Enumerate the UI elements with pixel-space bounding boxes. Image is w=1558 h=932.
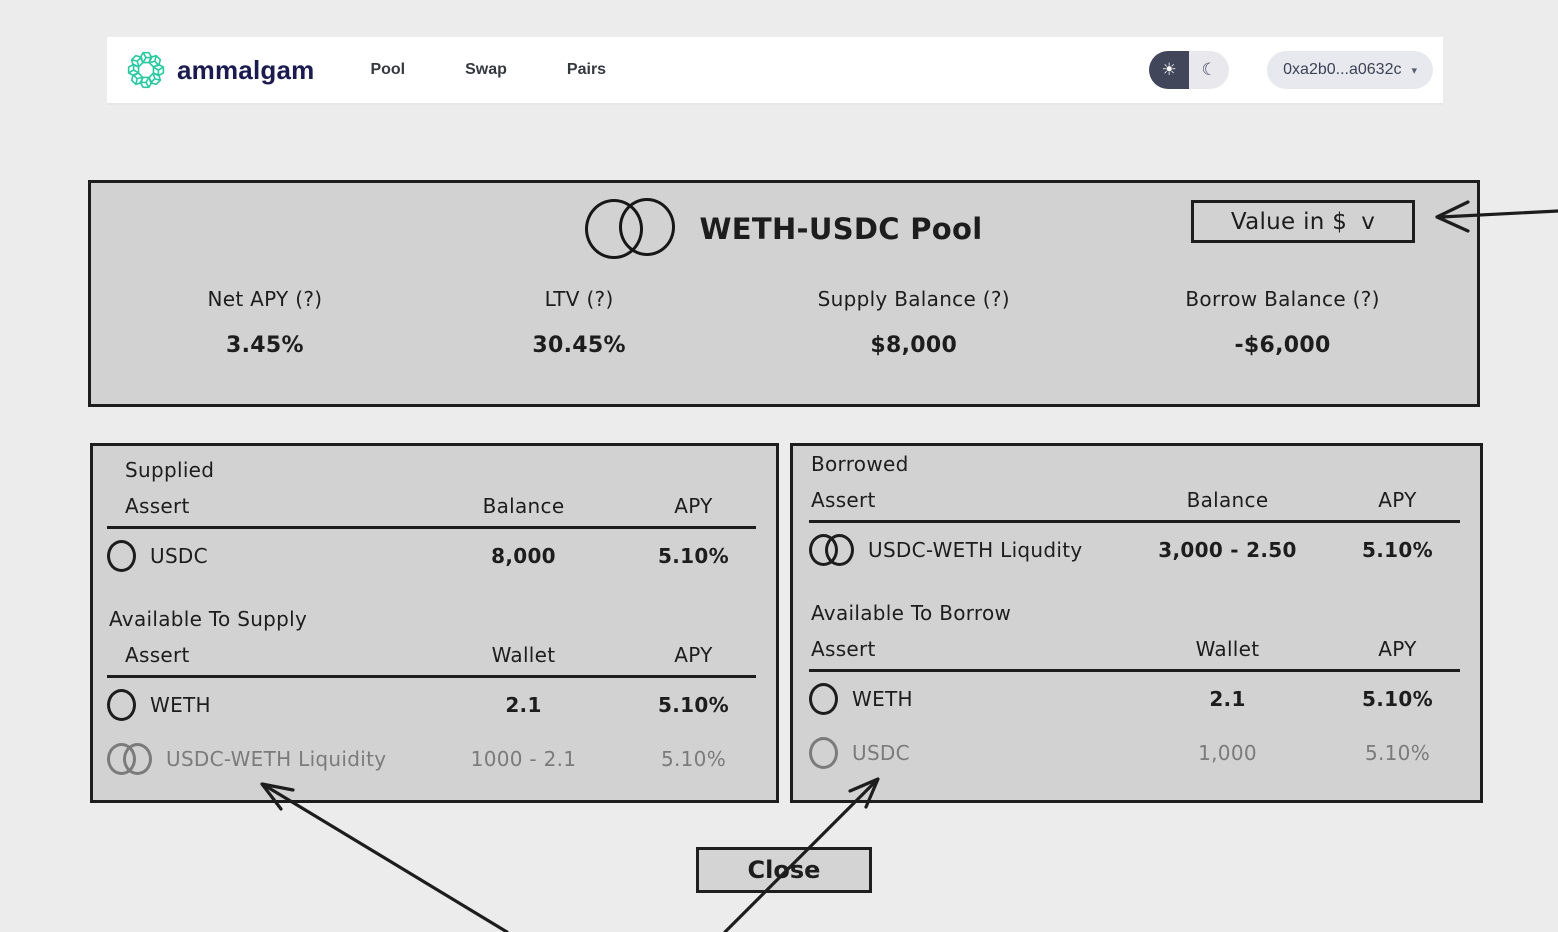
token-circle-icon (809, 683, 838, 715)
column-header-apy: APY (674, 494, 713, 518)
nav-links: Pool Swap Pairs (370, 61, 606, 79)
brand[interactable]: ammalgam (125, 49, 314, 91)
nav-link-pairs[interactable]: Pairs (566, 61, 607, 78)
theme-toggle[interactable]: ☀ ☾ (1149, 51, 1230, 89)
column-header-wallet: Wallet (491, 643, 556, 667)
borrowed-column-headers: Assert Balance APY (809, 488, 1460, 512)
column-header-apy: APY (674, 643, 713, 667)
borrowed-title: Borrowed (811, 452, 909, 476)
available-to-supply-title: Available To Supply (109, 607, 308, 631)
asset-name: USDC-WETH Liquidity (166, 747, 387, 771)
stat-label: Borrow Balance (?) (1185, 287, 1380, 311)
stat-value: -$6,000 (1234, 333, 1331, 358)
pool-header: WETH-USDC Pool Value in $ v (91, 183, 1477, 275)
column-header-apy: APY (1378, 488, 1417, 512)
stat-value: $8,000 (870, 333, 958, 358)
asset-name: USDC (852, 741, 910, 765)
asset-name: WETH (150, 693, 211, 717)
stat-value: 3.45% (226, 333, 304, 358)
column-header-apy: APY (1378, 637, 1417, 661)
wallet-value: 2.1 (505, 693, 542, 717)
table-row-usdc-supplied[interactable]: USDC 8,000 5.10% (107, 529, 756, 583)
pool-stats: Net APY (?) 3.45% LTV (?) 30.45% Supply … (91, 275, 1477, 358)
stat-net-apy: Net APY (?) 3.45% (101, 287, 429, 358)
available-to-borrow-title: Available To Borrow (811, 601, 1012, 625)
divider (107, 675, 756, 678)
stat-label: Supply Balance (?) (817, 287, 1010, 311)
supplied-panel: Supplied Assert Balance APY USDC 8,000 5… (90, 443, 779, 803)
pool-summary-panel: WETH-USDC Pool Value in $ v Net APY (?) … (88, 180, 1480, 407)
divider (809, 669, 1460, 672)
apy-value: 5.10% (660, 747, 727, 771)
table-row-weth-borrowable[interactable]: WETH 2.1 5.10% (809, 672, 1460, 726)
apy-value: 5.10% (658, 693, 729, 717)
asset-name: USDC-WETH Liqudity (868, 538, 1083, 562)
divider (809, 520, 1460, 523)
stat-label: Net APY (?) (207, 287, 323, 311)
navbar-right: ☀ ☾ 0xa2b0...a0632c ▾ (1149, 51, 1433, 89)
moon-icon[interactable]: ☾ (1189, 51, 1230, 89)
pool-title: WETH-USDC Pool (699, 212, 983, 246)
column-header-asset: Assert (125, 494, 190, 518)
token-pair-icon (809, 534, 854, 566)
apy-value: 5.10% (658, 544, 729, 568)
balance-value: 3,000 - 2.50 (1158, 538, 1297, 562)
token-pair-icon (107, 743, 152, 775)
value-display-dropdown[interactable]: Value in $ v (1191, 200, 1415, 243)
supplied-title: Supplied (125, 458, 215, 482)
column-header-asset: Assert (125, 643, 190, 667)
borrowed-panel: Borrowed Assert Balance APY USDC-WETH Li… (790, 443, 1483, 803)
brand-name: ammalgam (177, 54, 315, 85)
column-header-balance: Balance (1186, 488, 1269, 512)
wallet-value: 1,000 (1198, 741, 1257, 765)
token-circle-icon (809, 737, 838, 769)
stat-borrow-balance: Borrow Balance (?) -$6,000 (1098, 287, 1467, 358)
wallet-address: 0xa2b0...a0632c (1283, 61, 1402, 78)
dropdown-caret-icon: v (1361, 208, 1376, 235)
asset-name: WETH (852, 687, 913, 711)
divider (107, 526, 756, 529)
table-row-usdc-borrowable[interactable]: USDC 1,000 5.10% (809, 726, 1460, 780)
apy-value: 5.10% (1362, 687, 1433, 711)
asset-name: USDC (150, 544, 208, 568)
wallet-value: 2.1 (1209, 687, 1246, 711)
close-button[interactable]: Close (696, 847, 872, 893)
nav-link-swap[interactable]: Swap (465, 61, 507, 78)
supplied-column-headers: Assert Balance APY (107, 494, 756, 518)
column-header-balance: Balance (482, 494, 565, 518)
wallet-value: 1000 - 2.1 (470, 747, 577, 771)
apy-value: 5.10% (1364, 741, 1431, 765)
token-circle-icon (619, 198, 676, 256)
column-header-asset: Assert (811, 488, 876, 512)
available-supply-column-headers: Assert Wallet APY (107, 643, 756, 667)
wallet-address-button[interactable]: 0xa2b0...a0632c ▾ (1267, 51, 1433, 89)
stat-value: 30.45% (532, 333, 626, 358)
caret-down-icon: ▾ (1411, 64, 1417, 77)
apy-value: 5.10% (1362, 538, 1433, 562)
stat-label: LTV (?) (544, 287, 614, 311)
stat-ltv: LTV (?) 30.45% (429, 287, 730, 358)
sun-icon[interactable]: ☀ (1149, 51, 1190, 89)
balance-value: 8,000 (491, 544, 556, 568)
table-row-weth-available[interactable]: WETH 2.1 5.10% (107, 678, 756, 732)
token-circle-icon (107, 689, 136, 721)
token-circle-icon (107, 540, 136, 572)
arrow-to-liquidity-row (260, 782, 509, 932)
ammalgam-logo-icon (127, 51, 165, 89)
value-display-label: Value in $ (1230, 208, 1348, 235)
column-header-wallet: Wallet (1195, 637, 1260, 661)
navbar: ammalgam Pool Swap Pairs ☀ ☾ 0xa2b0...a0… (107, 37, 1443, 105)
nav-link-pool[interactable]: Pool (370, 61, 406, 78)
available-borrow-column-headers: Assert Wallet APY (809, 637, 1460, 661)
table-row-liquidity-borrowed[interactable]: USDC-WETH Liqudity 3,000 - 2.50 5.10% (809, 523, 1460, 577)
token-circle-icon (825, 534, 854, 566)
token-pair-icon (585, 198, 676, 259)
column-header-asset: Assert (811, 637, 876, 661)
stat-supply-balance: Supply Balance (?) $8,000 (729, 287, 1098, 358)
token-circle-icon (123, 743, 152, 775)
table-row-liquidity-available[interactable]: USDC-WETH Liquidity 1000 - 2.1 5.10% (107, 732, 756, 786)
